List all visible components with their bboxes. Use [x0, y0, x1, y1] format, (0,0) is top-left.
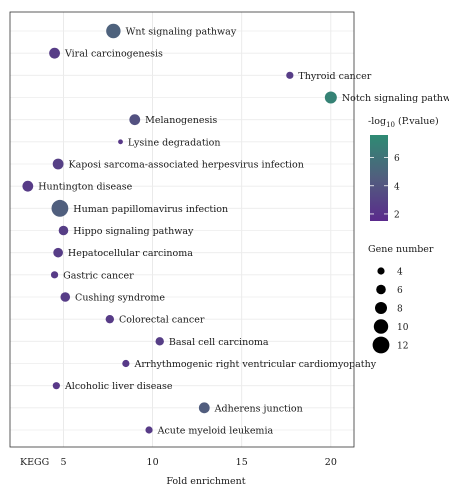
size-legend-marker	[372, 336, 390, 354]
point-labels: Wnt signaling pathway Viral carcinogenesi…	[38, 27, 449, 437]
size-legend-marker	[375, 302, 387, 314]
point-label: Basal cell carcinoma	[169, 337, 269, 348]
point-marker	[52, 158, 64, 170]
point-marker	[122, 359, 130, 368]
point-label: Kaposi sarcoma-associated herpesvirus in…	[69, 160, 304, 171]
point-marker	[51, 199, 69, 217]
point-label: Gastric cancer	[63, 270, 134, 281]
colorbar-tick-label: 2	[394, 210, 400, 220]
horizontal-gridlines	[10, 30, 354, 431]
size-legend-items: 4 6 8 10 12	[372, 267, 409, 354]
point-marker	[129, 114, 141, 126]
plot-panel-border	[9, 11, 355, 448]
size-legend-label: 8	[397, 305, 403, 315]
x-tick-label: 20	[325, 457, 337, 468]
point-label: Melanogenesis	[145, 115, 217, 126]
colorbar-tick-label: 4	[394, 182, 400, 192]
color-legend-title-prefix: -log	[368, 116, 386, 127]
point-label: Thyroid cancer	[298, 71, 371, 82]
colorbar	[370, 135, 388, 221]
size-legend-label: 6	[397, 286, 403, 296]
size-legend-marker	[373, 319, 389, 334]
point-marker	[22, 180, 34, 192]
size-legend-label: 4	[397, 268, 403, 278]
point-label: Cushing syndrome	[75, 293, 165, 304]
color-legend: -log10 (P.value) 2 4 6	[368, 116, 439, 221]
point-marker	[105, 314, 115, 324]
point-label: Alcoholic liver disease	[64, 381, 173, 392]
point-marker	[52, 382, 60, 390]
point-marker	[49, 47, 60, 59]
point-marker	[286, 71, 294, 79]
x-tick-label: 10	[147, 457, 159, 468]
size-legend-marker	[376, 284, 386, 295]
point-label: Colorectal cancer	[119, 315, 205, 326]
color-legend-title-subscript: 10	[386, 121, 395, 129]
point-label: Adherens junction	[214, 403, 303, 414]
point-label: Notch signaling pathway	[342, 93, 449, 104]
size-legend-title: Gene number	[368, 244, 434, 255]
x-tick-label: 15	[236, 457, 248, 468]
y-axis-title: KEGG	[20, 457, 49, 468]
colorbar-ticks: 2 4 6	[370, 154, 400, 220]
point-marker	[60, 292, 71, 302]
point-label: Wnt signaling pathway	[126, 27, 237, 38]
color-legend-title-suffix: (P.value)	[395, 116, 439, 127]
point-label: Acute myeloid leukemia	[157, 426, 274, 437]
point-marker	[106, 23, 121, 39]
point-marker	[53, 247, 63, 258]
point-label: Huntington disease	[38, 182, 132, 193]
x-tick-label: 5	[60, 457, 66, 468]
point-marker	[118, 139, 123, 145]
point-marker	[324, 91, 337, 104]
point-label: Hippo signaling pathway	[73, 226, 194, 237]
point-marker	[58, 225, 69, 236]
size-legend: Gene number 4 6 8 10 12	[368, 244, 434, 354]
point-label: Viral carcinogenesis	[64, 49, 163, 60]
point-marker	[145, 426, 153, 434]
point-label: Hepatocellular carcinoma	[68, 248, 193, 259]
point-label: Lysine degradation	[128, 137, 221, 148]
data-points	[22, 23, 337, 434]
svg-text:-log10 (P.value): -log10 (P.value)	[368, 116, 439, 129]
colorbar-tick-label: 6	[394, 154, 400, 164]
x-axis-ticks: 5 10 15 20	[60, 457, 336, 468]
point-marker	[198, 402, 210, 414]
size-legend-label: 12	[397, 342, 408, 352]
point-marker	[155, 337, 164, 346]
point-label: Arrhythmogenic right ventricular cardiom…	[133, 359, 376, 370]
x-axis-title: Fold enrichment	[166, 476, 245, 487]
size-legend-label: 10	[397, 323, 409, 333]
point-label: Human papillomavirus infection	[73, 204, 228, 215]
size-legend-marker	[377, 267, 385, 275]
point-marker	[50, 271, 59, 279]
